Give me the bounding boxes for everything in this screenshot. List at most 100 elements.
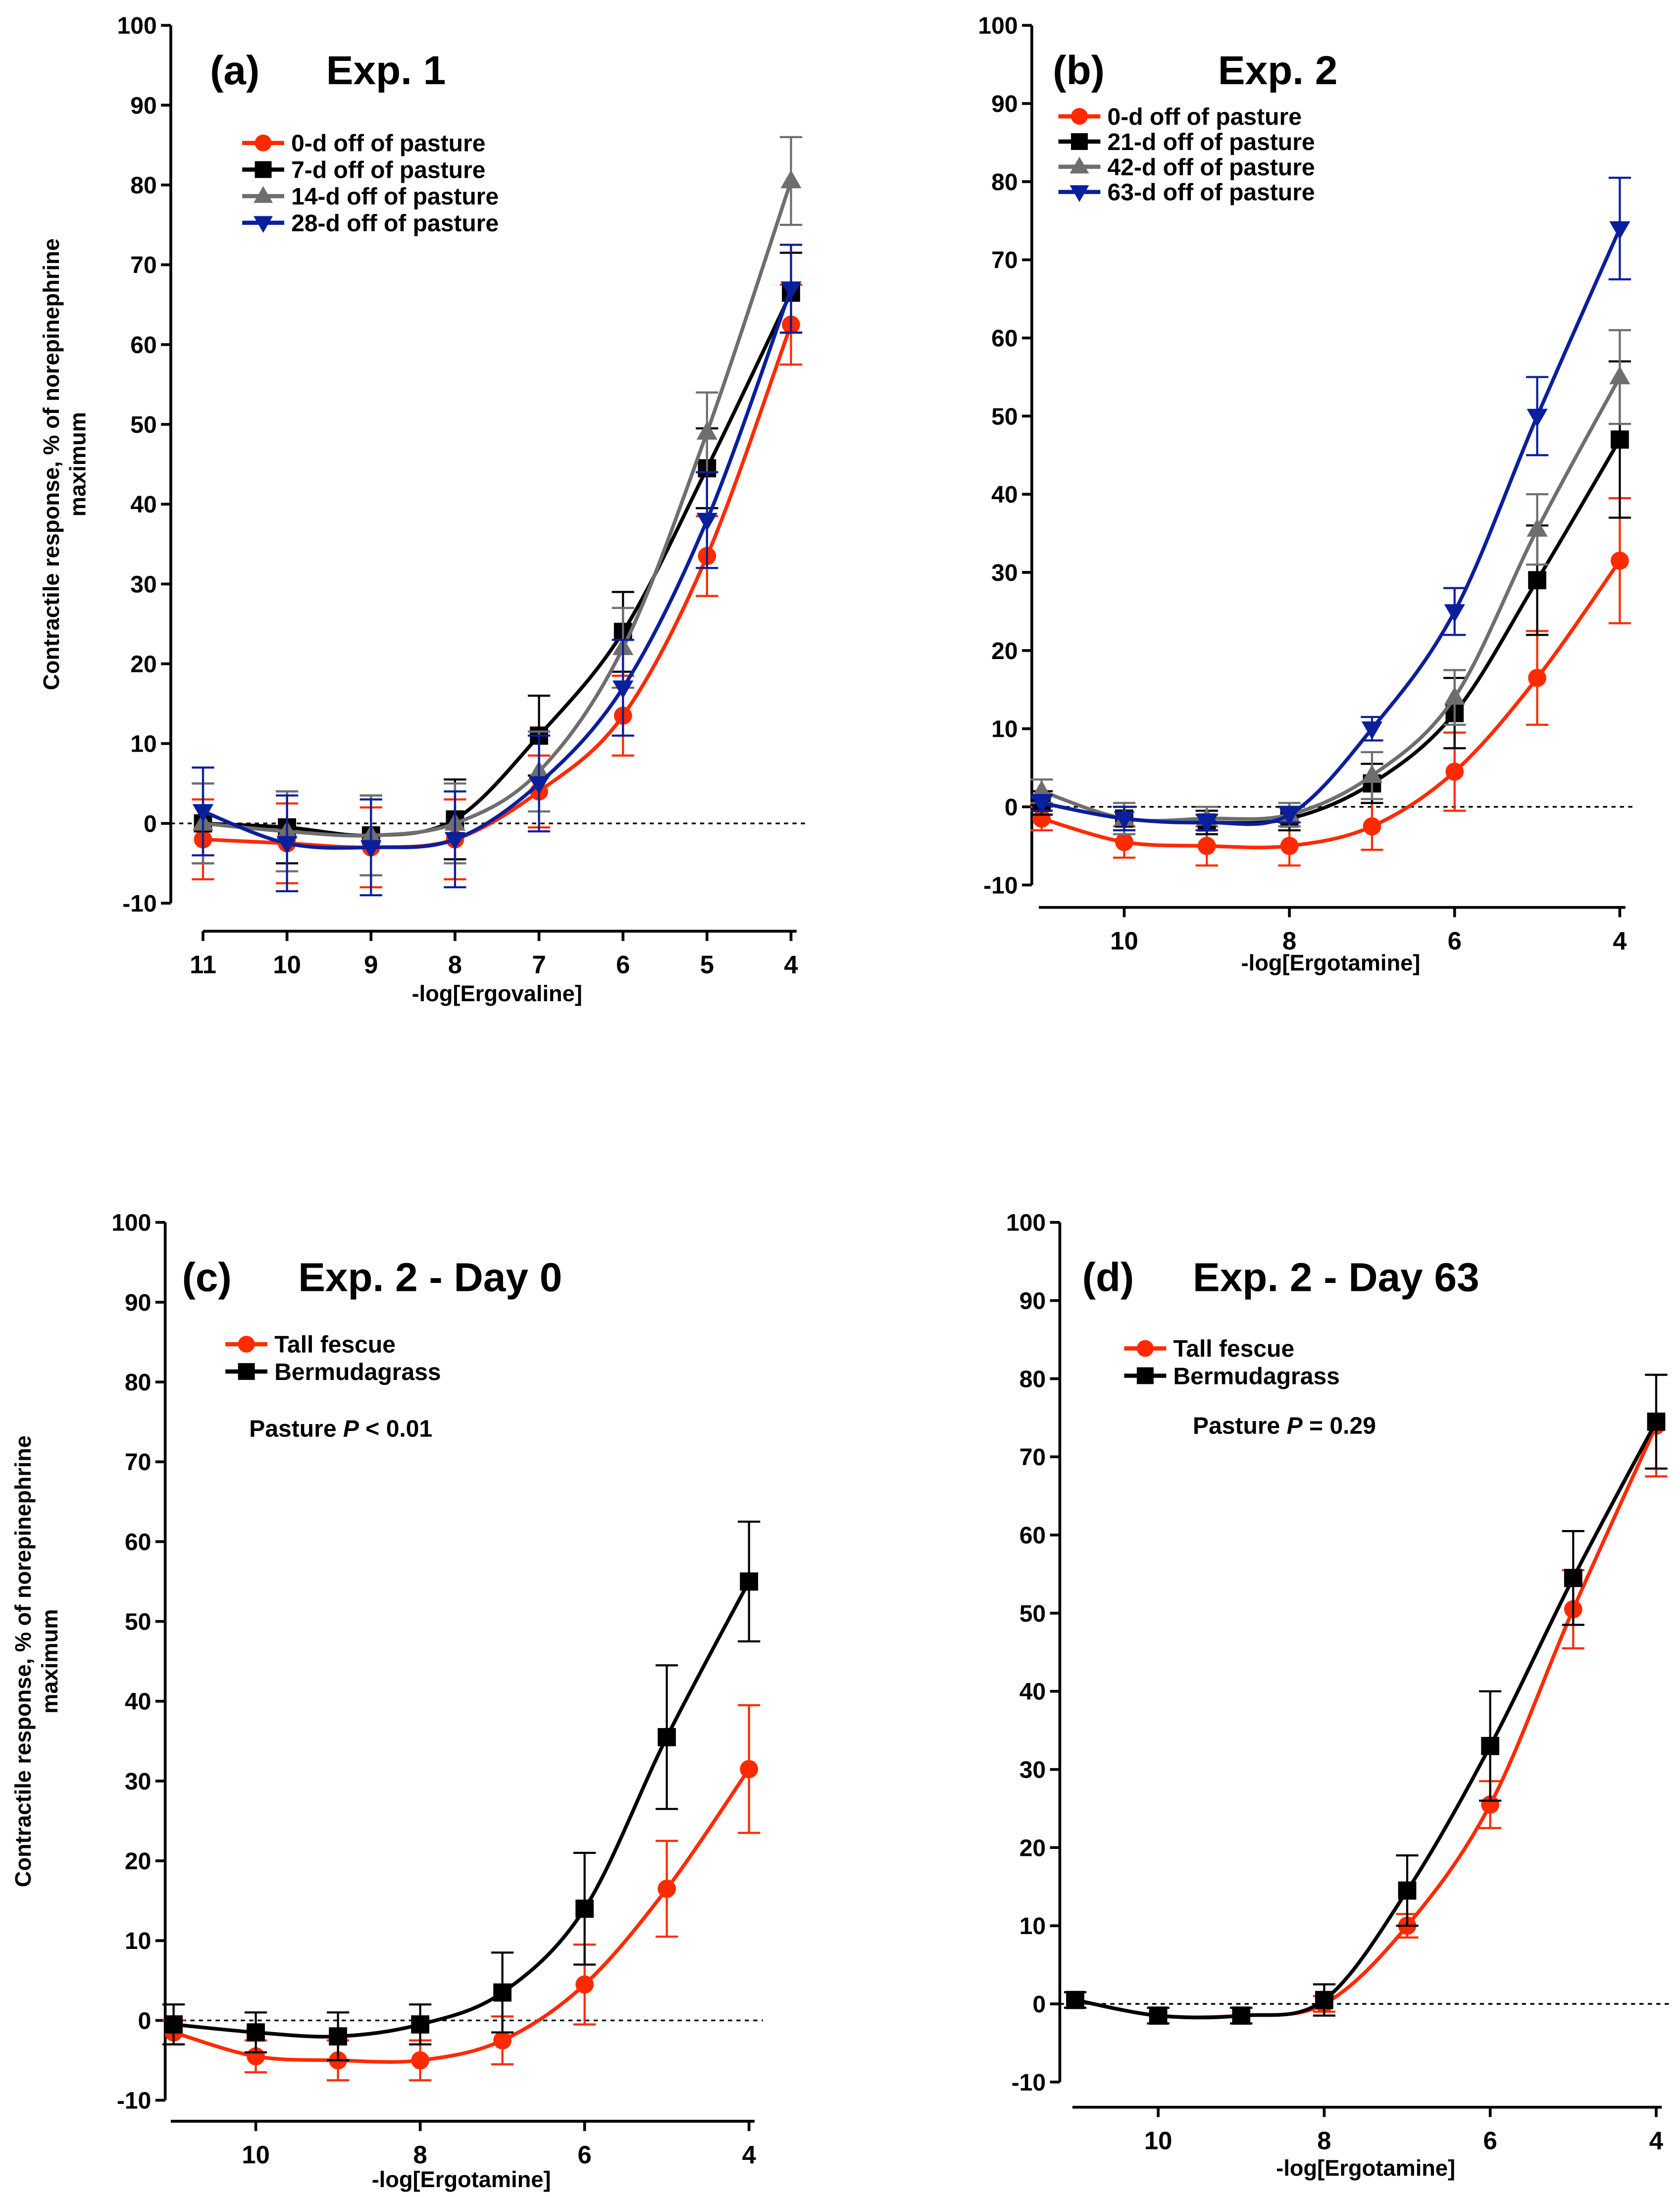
legend-label: 21-d off of pasture	[1108, 129, 1315, 155]
y-tick-label: 40	[1019, 1679, 1046, 1705]
y-tick-label: 70	[991, 247, 1018, 274]
data-point	[1361, 765, 1383, 783]
panel-label: (b)	[1053, 48, 1105, 93]
y-tick-label: 80	[125, 1369, 151, 1396]
y-tick-label: 0	[1005, 794, 1018, 820]
panel-title: Exp. 2 - Day 0	[298, 1255, 562, 1300]
y-tick-label: 20	[130, 651, 156, 678]
x-tick-label: 10	[1144, 2127, 1172, 2155]
x-tick-label: 6	[616, 950, 630, 978]
panel-title: Exp. 2	[1218, 48, 1338, 93]
series-tall-fescue	[1064, 1374, 1668, 2025]
data-point	[192, 804, 214, 822]
x-tick-label: 7	[532, 950, 546, 978]
annotation-value: < 0.01	[359, 1415, 432, 1442]
y-tick-label: 70	[130, 252, 156, 279]
y-tick-label: 0	[138, 2007, 152, 2034]
x-axis-label: -log[Ergovaline]	[412, 981, 582, 1006]
data-point	[740, 1760, 759, 1779]
y-tick-label: 60	[125, 1529, 151, 1555]
x-tick-label: 4	[1613, 926, 1627, 955]
fit-curve	[1041, 376, 1622, 823]
legend-label: Bermudagrass	[274, 1359, 441, 1385]
legend-marker	[1071, 108, 1088, 125]
series-bermudagrass	[162, 1520, 761, 2062]
data-point	[1611, 551, 1629, 570]
y-tick-label: 30	[991, 560, 1018, 586]
legend-label: 14-d off of pasture	[291, 183, 499, 210]
annotation-prefix: Pasture	[249, 1415, 343, 1442]
legend-marker	[238, 1335, 255, 1353]
x-tick-label: 6	[1483, 2127, 1497, 2155]
panel-label: (d)	[1082, 1255, 1134, 1300]
y-axis-label-line2: maximum	[65, 412, 90, 516]
series-14-d-off-of-pasture	[192, 136, 803, 876]
y-tick-label: 80	[130, 172, 156, 199]
annotation-prefix: Pasture	[1193, 1413, 1287, 1439]
data-point	[164, 2015, 183, 2034]
data-point	[360, 840, 382, 859]
data-point	[1278, 807, 1300, 826]
x-tick-label: 4	[784, 950, 798, 978]
data-point	[575, 1899, 594, 1918]
fit-curve	[203, 180, 793, 838]
y-tick-label: -10	[1012, 2069, 1046, 2096]
legend-marker	[1071, 133, 1088, 150]
legend-label: 63-d off of pasture	[1108, 179, 1315, 206]
x-tick-label: 5	[700, 950, 714, 978]
y-axis-label: Contractile response, % of norepinephrin…	[10, 1435, 36, 1887]
x-tick-label: 8	[413, 2141, 427, 2169]
data-point	[1031, 780, 1052, 799]
legend-label: Tall fescue	[274, 1331, 396, 1358]
y-tick-label: 40	[130, 491, 156, 518]
data-point	[612, 680, 634, 699]
legend-marker	[255, 161, 272, 178]
y-tick-label: 10	[991, 716, 1018, 743]
y-tick-label: 50	[125, 1609, 151, 1635]
data-point	[1196, 815, 1218, 834]
y-tick-label: 80	[1019, 1366, 1046, 1392]
annotation: Pasture P = 0.29	[1193, 1413, 1376, 1439]
data-point	[493, 2031, 512, 2050]
legend-label: 28-d off of pasture	[291, 210, 499, 237]
y-tick-label: 70	[1019, 1444, 1046, 1471]
panel-d: -10 0 10 20 30 40 50 60 70 80 90 100 10 8 6 4 -log[Ergot…	[1006, 1210, 1671, 2181]
x-tick-label: 11	[190, 950, 216, 978]
y-tick-label: 50	[991, 403, 1018, 430]
data-point	[1481, 1737, 1500, 1755]
data-point	[1647, 1412, 1666, 1431]
x-tick-label: 8	[1282, 926, 1296, 955]
y-tick-label: 60	[991, 325, 1018, 352]
x-tick-label: 10	[242, 2141, 270, 2169]
legend-marker	[255, 134, 272, 152]
series-63-d-off-of-pasture	[1030, 176, 1631, 834]
y-tick-label: 0	[1032, 1991, 1046, 2018]
series-tall-fescue	[162, 1704, 761, 2082]
series-0-d-off-of-pasture	[192, 283, 803, 888]
y-tick-label: -10	[117, 2088, 151, 2114]
data-point	[1528, 668, 1546, 687]
x-tick-label: 6	[578, 2141, 592, 2169]
data-point	[658, 1880, 676, 1898]
fit-curve	[1074, 1425, 1658, 2019]
data-point	[1611, 430, 1629, 449]
x-tick-label: 10	[273, 950, 301, 978]
data-point	[444, 832, 466, 851]
data-point	[1564, 1569, 1582, 1587]
data-point	[1398, 1881, 1417, 1900]
panel-b: -10 0 10 20 30 40 50 60 70 80 90 100 10 8 6 4 -log[Ergot…	[978, 12, 1634, 975]
data-point	[575, 1975, 594, 1994]
y-tick-label: 90	[125, 1289, 151, 1316]
x-tick-label: 8	[1317, 2127, 1331, 2155]
panel-label: (a)	[210, 48, 259, 93]
data-point	[696, 421, 718, 440]
data-point	[658, 1728, 676, 1746]
x-tick-label: 4	[742, 2141, 757, 2169]
y-tick-label: 30	[1019, 1756, 1046, 1783]
data-point	[1066, 1991, 1084, 2009]
y-tick-label: 100	[111, 1210, 151, 1236]
fit-curve	[1074, 1421, 1658, 2020]
fit-curve	[173, 1768, 751, 2064]
series-21-d-off-of-pasture	[1030, 360, 1631, 835]
panel-title: Exp. 2 - Day 63	[1193, 1255, 1479, 1300]
